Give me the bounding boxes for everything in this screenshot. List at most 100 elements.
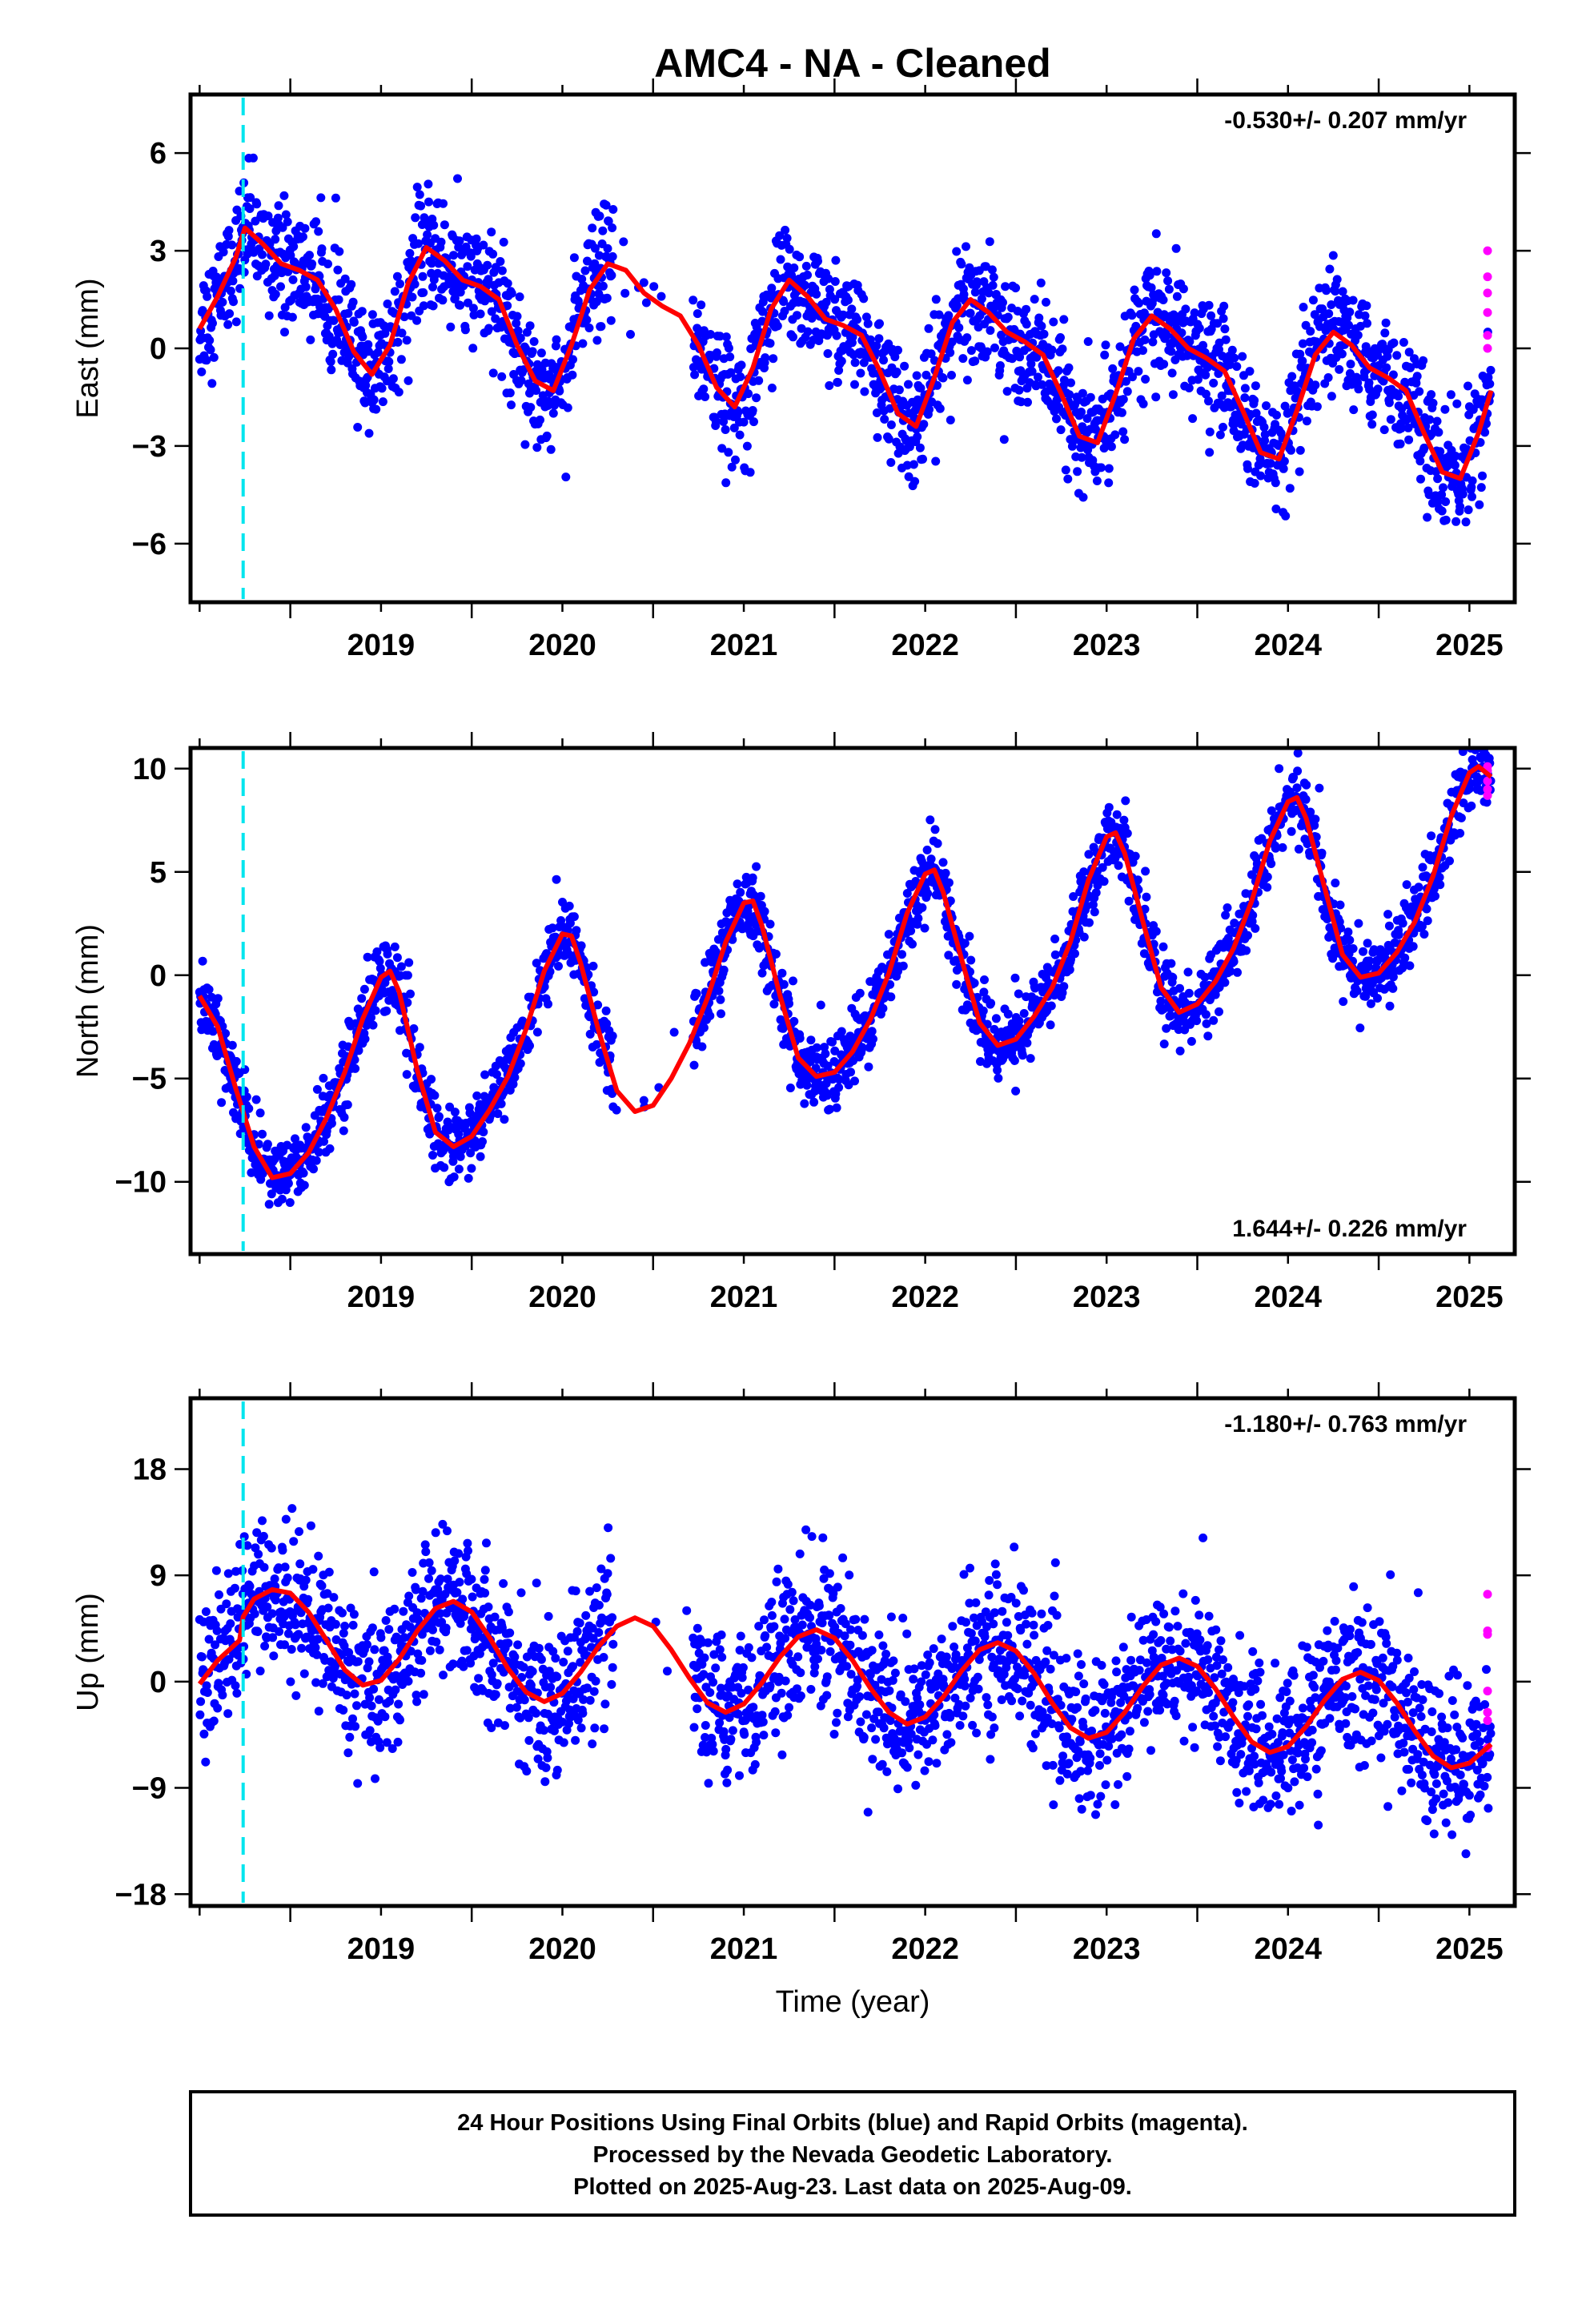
final-point bbox=[201, 1757, 211, 1767]
final-point bbox=[217, 1098, 227, 1108]
final-point bbox=[1480, 428, 1490, 437]
final-point bbox=[879, 356, 888, 365]
final-point bbox=[1366, 999, 1375, 1008]
final-point bbox=[384, 357, 394, 367]
final-point bbox=[1478, 471, 1487, 480]
final-point bbox=[1299, 303, 1308, 312]
final-point bbox=[323, 259, 332, 269]
final-point bbox=[806, 1035, 816, 1045]
final-point bbox=[1214, 369, 1223, 378]
final-point bbox=[1435, 447, 1445, 456]
final-point bbox=[954, 323, 964, 332]
final-point bbox=[512, 312, 522, 321]
final-point bbox=[1014, 989, 1023, 999]
final-point bbox=[430, 1091, 440, 1100]
final-point bbox=[1134, 367, 1143, 376]
final-point bbox=[1346, 360, 1355, 369]
final-point bbox=[1100, 350, 1110, 360]
final-point bbox=[748, 406, 757, 415]
final-point bbox=[569, 253, 579, 263]
final-point bbox=[958, 354, 968, 364]
final-point bbox=[412, 316, 422, 325]
final-point bbox=[754, 376, 764, 385]
final-point bbox=[427, 1075, 436, 1084]
final-point bbox=[919, 420, 929, 429]
final-point bbox=[428, 1151, 437, 1160]
final-point bbox=[1140, 904, 1150, 914]
north-y-axis-title: North (mm) bbox=[71, 924, 105, 1078]
final-point bbox=[1166, 959, 1176, 968]
final-point bbox=[830, 295, 840, 304]
final-point bbox=[382, 1006, 391, 1015]
final-point bbox=[546, 444, 556, 454]
final-point bbox=[248, 153, 258, 163]
final-point bbox=[999, 435, 1009, 444]
final-point bbox=[296, 1608, 306, 1618]
final-point bbox=[1225, 360, 1235, 369]
final-point bbox=[440, 1163, 449, 1172]
final-point bbox=[641, 298, 651, 308]
final-point bbox=[376, 1633, 386, 1642]
final-point bbox=[823, 349, 833, 358]
final-point bbox=[363, 340, 373, 349]
final-point bbox=[1146, 283, 1156, 292]
final-point bbox=[900, 361, 909, 371]
final-point bbox=[1467, 801, 1476, 810]
final-point bbox=[733, 879, 742, 889]
final-point bbox=[340, 1622, 350, 1630]
final-point bbox=[197, 367, 207, 376]
final-point bbox=[1293, 748, 1303, 758]
final-point bbox=[411, 213, 420, 223]
final-point bbox=[406, 1647, 416, 1656]
final-point bbox=[785, 244, 794, 254]
final-point bbox=[202, 356, 211, 365]
final-point bbox=[449, 251, 458, 260]
final-point bbox=[323, 1589, 332, 1598]
final-point bbox=[1337, 349, 1347, 359]
final-point bbox=[1344, 320, 1353, 330]
final-point bbox=[1271, 478, 1280, 488]
final-point bbox=[339, 1126, 348, 1136]
final-point bbox=[297, 1643, 307, 1653]
final-point bbox=[832, 1103, 841, 1112]
final-point bbox=[1423, 916, 1432, 926]
final-point bbox=[429, 220, 439, 230]
final-point bbox=[1082, 414, 1092, 424]
final-point bbox=[1335, 364, 1344, 374]
north-y-tick-label: 5 bbox=[150, 856, 167, 890]
final-point bbox=[850, 380, 859, 389]
final-point bbox=[1117, 408, 1126, 417]
final-point bbox=[385, 1696, 394, 1706]
final-point bbox=[325, 1144, 335, 1153]
final-point bbox=[251, 1095, 261, 1104]
final-point bbox=[1151, 229, 1161, 239]
final-point bbox=[403, 998, 412, 1007]
final-point bbox=[1245, 367, 1255, 376]
final-point bbox=[334, 295, 343, 304]
final-point bbox=[338, 1608, 347, 1618]
final-point bbox=[1003, 1009, 1013, 1019]
final-point bbox=[1213, 319, 1223, 328]
final-point bbox=[1348, 296, 1358, 305]
final-point bbox=[608, 251, 617, 261]
east-rate-label: -0.530+/- 0.207 mm/yr bbox=[1224, 107, 1467, 134]
final-point bbox=[1380, 328, 1390, 338]
final-point bbox=[408, 1568, 417, 1577]
final-point bbox=[578, 339, 588, 348]
final-point bbox=[960, 939, 970, 948]
final-point bbox=[1056, 425, 1066, 435]
final-point bbox=[859, 294, 869, 304]
final-point bbox=[886, 458, 896, 467]
final-point bbox=[926, 815, 935, 825]
final-point bbox=[348, 1714, 357, 1723]
final-point bbox=[595, 211, 604, 221]
final-point bbox=[690, 370, 700, 380]
final-point bbox=[966, 955, 976, 965]
final-point bbox=[1078, 388, 1087, 398]
north-y-tick-label: −5 bbox=[132, 1063, 167, 1096]
final-point bbox=[583, 256, 592, 266]
final-point bbox=[1301, 794, 1311, 804]
final-point bbox=[195, 1710, 205, 1719]
final-point bbox=[724, 344, 733, 353]
final-point bbox=[1079, 867, 1089, 877]
